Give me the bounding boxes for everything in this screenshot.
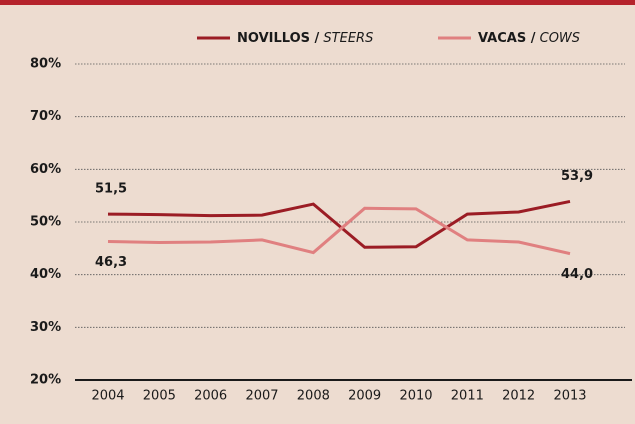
y-tick-label: 30% [30, 320, 61, 335]
x-tick-label: 2005 [143, 389, 176, 404]
data-label: 46,3 [95, 255, 127, 270]
legend-label: VACAS / COWS [478, 31, 580, 46]
header-band [0, 0, 635, 5]
y-tick-label: 40% [30, 267, 61, 282]
x-tick-label: 2004 [91, 389, 124, 404]
x-tick-label: 2009 [348, 389, 381, 404]
data-label: 44,0 [561, 267, 593, 282]
y-tick-label: 20% [30, 373, 61, 388]
series-line [107, 206, 571, 256]
y-tick-label: 60% [30, 162, 61, 177]
y-tick-label: 70% [30, 109, 61, 124]
y-tick-label: 50% [30, 215, 61, 230]
x-tick-label: 2007 [245, 389, 278, 404]
data-label: 53,9 [561, 169, 593, 184]
y-tick-label: 80% [30, 57, 61, 72]
x-tick-label: 2010 [399, 389, 432, 404]
x-tick-label: 2008 [297, 389, 330, 404]
data-label: 51,5 [95, 182, 127, 197]
x-tick-label: 2006 [194, 389, 227, 404]
x-tick-label: 2013 [553, 389, 586, 404]
series-line [107, 199, 571, 249]
x-tick-label: 2011 [451, 389, 484, 404]
legend-label: NOVILLOS / STEERS [237, 31, 373, 46]
x-tick-label: 2012 [502, 389, 535, 404]
